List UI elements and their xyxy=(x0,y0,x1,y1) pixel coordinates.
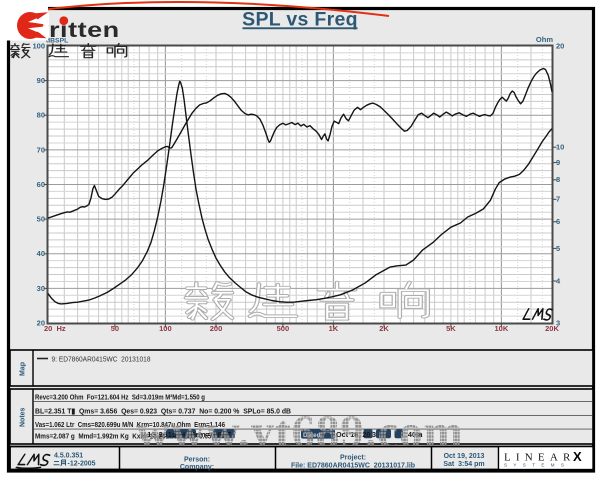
svg-text:SPL vs Freq: SPL vs Freq xyxy=(242,9,358,31)
svg-text:SYSTEMS: SYSTEMS xyxy=(504,463,570,468)
svg-text:40: 40 xyxy=(37,249,45,258)
svg-text:20K: 20K xyxy=(545,324,559,333)
svg-text:Oct 19, 2013: Oct 19, 2013 xyxy=(444,453,485,460)
svg-text:60: 60 xyxy=(37,180,45,189)
svg-text:Map: Map xyxy=(20,362,27,376)
svg-text:20: 20 xyxy=(37,318,45,327)
svg-text:Revc=3.200 Ohm Fo=121.604 Hz: Revc=3.200 Ohm Fo=121.604 Hz Sd=3.019m M… xyxy=(35,393,205,402)
svg-text:20: 20 xyxy=(556,41,564,50)
svg-text:Dated:: Dated: xyxy=(303,432,323,439)
svg-text:100: 100 xyxy=(32,41,45,50)
svg-text:9: 9 xyxy=(556,158,560,167)
svg-text:13.261u H Erm=0.657: 13.261u H Erm=0.657 xyxy=(147,430,231,439)
svg-text:30: 30 xyxy=(37,284,45,293)
svg-text:Company:: Company: xyxy=(180,464,214,471)
svg-text:10: 10 xyxy=(556,143,564,152)
svg-text:50: 50 xyxy=(111,324,119,333)
svg-text:8: 8 xyxy=(556,175,560,184)
svg-text:Notes: Notes xyxy=(20,407,27,427)
svg-text:4: 4 xyxy=(556,276,561,285)
svg-text:dBSPL: dBSPL xyxy=(46,38,68,45)
svg-text:200: 200 xyxy=(210,324,223,333)
svg-text:50: 50 xyxy=(37,215,45,224)
svg-text:9: ED7860AR0415WC 20131018: 9: ED7860AR0415WC 20131018 xyxy=(52,355,151,364)
svg-text:70: 70 xyxy=(37,145,45,154)
svg-text:3: 3 xyxy=(556,318,560,327)
svg-text:6: 6 xyxy=(556,217,560,226)
svg-text:5K: 5K xyxy=(446,324,456,333)
svg-text:m: m xyxy=(416,430,423,439)
svg-text:BL=2.351 T▮ Qms= 3.656 Qes=: BL=2.351 T▮ Qms= 3.656 Qes= 0.923 Qts= 0… xyxy=(35,407,291,416)
svg-text:Sat 3:54 pm: Sat 3:54 pm xyxy=(443,461,484,468)
svg-text:Vas=1.062 Ltr Cms=820.699u M/: Vas=1.062 Ltr Cms=820.699u M/N Krm=10.84… xyxy=(35,420,225,429)
svg-text:Ohm: Ohm xyxy=(536,35,553,44)
svg-text:80: 80 xyxy=(37,111,45,120)
svg-text:Person:: Person: xyxy=(184,457,210,464)
svg-text:20 Hz: 20 Hz xyxy=(44,324,66,333)
svg-text:2K: 2K xyxy=(379,324,389,333)
svg-text:5: 5 xyxy=(556,244,560,253)
svg-text:LINEAR: LINEAR xyxy=(504,452,576,464)
svg-text:ritten: ritten xyxy=(49,19,120,43)
svg-text:4.5.0.351: 4.5.0.351 xyxy=(54,453,83,460)
svg-text::40 a: :40 a xyxy=(406,430,424,439)
svg-text:1K: 1K xyxy=(329,324,339,333)
svg-text:Project:: Project: xyxy=(340,455,366,462)
svg-text:100: 100 xyxy=(159,324,172,333)
svg-text:10K: 10K xyxy=(495,324,509,333)
svg-text:7: 7 xyxy=(556,195,560,204)
svg-text:500: 500 xyxy=(277,324,290,333)
svg-text:-12-2005: -12-2005 xyxy=(68,460,96,467)
svg-text:Mms=2.087 g Mmd=1.992m Kg Kx: Mms=2.087 g Mmd=1.992m Kg Kxm=13.261u H … xyxy=(35,432,215,441)
svg-text:Oct 18, 20: Oct 18, 20 xyxy=(336,430,370,439)
svg-text:File: ED7860AR0415WC 20131017: File: ED7860AR0415WC 20131017.lib xyxy=(291,463,415,470)
svg-text:X: X xyxy=(573,449,582,464)
svg-text:3: 3 xyxy=(372,430,376,439)
svg-text:90: 90 xyxy=(37,76,45,85)
